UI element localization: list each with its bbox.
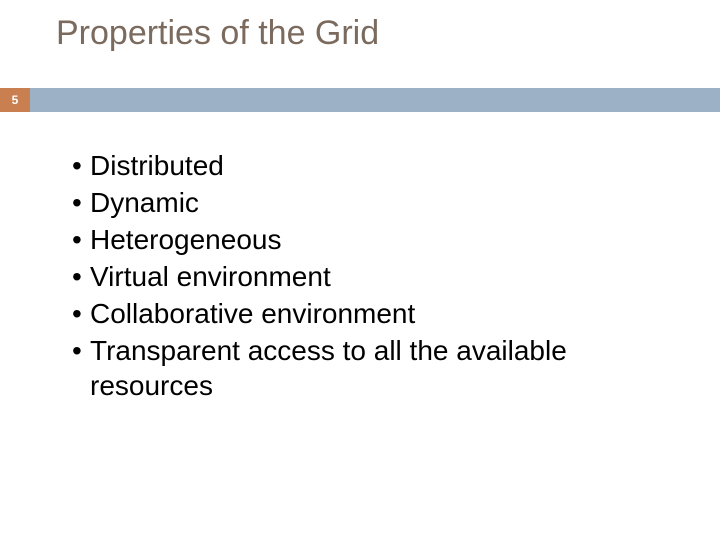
page-number: 5 <box>12 93 19 107</box>
slide: Properties of the Grid 5 • Distributed •… <box>0 0 720 540</box>
bullet-marker: • <box>72 296 90 331</box>
list-item: • Virtual environment <box>72 259 660 294</box>
page-number-box: 5 <box>0 88 30 112</box>
bullet-marker: • <box>72 259 90 294</box>
bullet-list: • Distributed • Dynamic • Heterogeneous … <box>72 148 660 405</box>
list-item: • Collaborative environment <box>72 296 660 331</box>
slide-title: Properties of the Grid <box>56 14 379 53</box>
list-item: • Transparent access to all the availabl… <box>72 333 660 403</box>
bullet-text: Transparent access to all the available … <box>90 333 660 403</box>
list-item: • Dynamic <box>72 185 660 220</box>
bullet-marker: • <box>72 333 90 403</box>
bullet-text: Dynamic <box>90 185 660 220</box>
bullet-text: Distributed <box>90 148 660 183</box>
bullet-marker: • <box>72 185 90 220</box>
bullet-text: Virtual environment <box>90 259 660 294</box>
bullet-marker: • <box>72 222 90 257</box>
header-bar: 5 <box>0 88 720 112</box>
bullet-text: Collaborative environment <box>90 296 660 331</box>
bullet-text: Heterogeneous <box>90 222 660 257</box>
list-item: • Heterogeneous <box>72 222 660 257</box>
list-item: • Distributed <box>72 148 660 183</box>
bullet-marker: • <box>72 148 90 183</box>
accent-bar <box>30 88 720 112</box>
